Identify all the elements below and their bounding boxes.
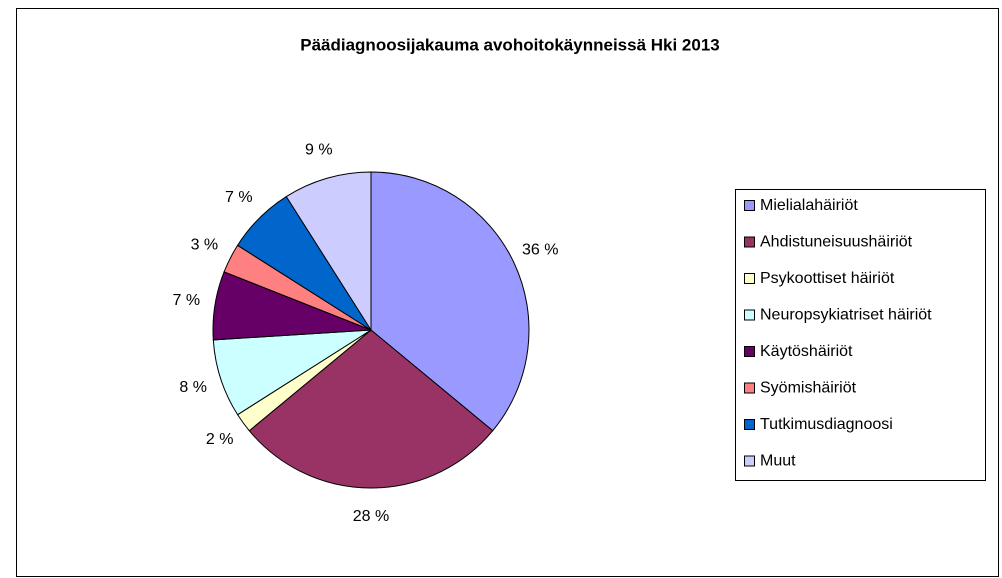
data-label: 7 % bbox=[173, 292, 201, 309]
legend-swatch bbox=[744, 455, 755, 467]
legend-label: Tutkimusdiagnoosi bbox=[760, 416, 893, 433]
legend-label: Syömishäiriöt bbox=[760, 380, 857, 397]
legend-swatch bbox=[744, 236, 755, 248]
data-label: 8 % bbox=[179, 379, 207, 396]
data-label: 28 % bbox=[353, 508, 389, 525]
data-label: 2 % bbox=[206, 431, 234, 448]
pie-slice bbox=[248, 329, 494, 489]
legend-label: Käytöshäiriöt bbox=[760, 343, 853, 360]
legend-swatch bbox=[744, 346, 755, 357]
pie-slice bbox=[370, 171, 530, 432]
legend-label: Neuropsykiatriset häiriöt bbox=[760, 307, 932, 324]
chart-title: Päädiagnoosijakauma avohoitokäynneissä H… bbox=[300, 35, 720, 54]
legend-label: Psykoottiset häiriöt bbox=[760, 270, 895, 287]
data-label: 7 % bbox=[225, 189, 253, 206]
legend bbox=[735, 189, 986, 481]
legend-swatch bbox=[744, 382, 755, 394]
pie-slice bbox=[285, 171, 372, 332]
data-label: 9 % bbox=[305, 142, 333, 159]
legend-swatch bbox=[744, 309, 755, 321]
legend-swatch bbox=[744, 419, 755, 430]
legend-label: Muut bbox=[760, 453, 796, 470]
data-label: 36 % bbox=[522, 242, 558, 259]
legend-label: Mielialahäiriöt bbox=[760, 197, 858, 214]
data-label: 3 % bbox=[191, 236, 219, 253]
legend-swatch bbox=[744, 200, 755, 211]
legend-label: Ahdistuneisuushäiriöt bbox=[760, 234, 913, 251]
legend-swatch bbox=[744, 273, 755, 284]
